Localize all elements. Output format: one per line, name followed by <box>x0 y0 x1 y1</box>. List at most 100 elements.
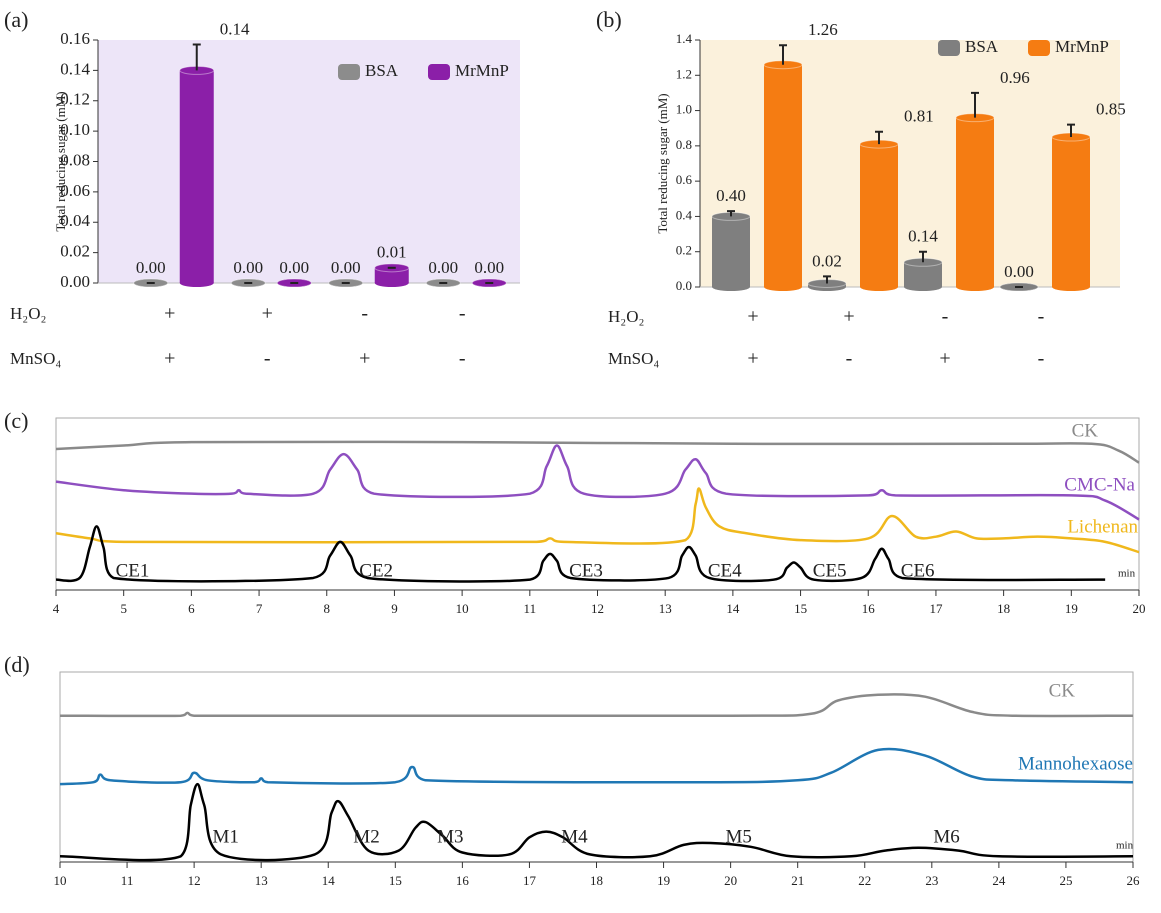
bar <box>904 262 942 287</box>
y-tick-label: 0.12 <box>60 90 90 109</box>
y-tick-label: 1.2 <box>676 66 692 81</box>
x-tick-label: 17 <box>523 873 537 888</box>
trace <box>55 525 1106 583</box>
bar <box>764 64 802 287</box>
value-label: 0.00 <box>428 258 458 277</box>
condition-sign: - <box>846 348 853 370</box>
value-label: 0.00 <box>331 258 361 277</box>
x-tick-label: 13 <box>659 601 672 616</box>
x-tick-label: 11 <box>524 601 537 616</box>
x-tick-label: 14 <box>726 601 740 616</box>
trace <box>55 444 1140 521</box>
condition-sign: + <box>262 303 273 325</box>
x-tick-label: 10 <box>456 601 469 616</box>
y-tick-label: 0.10 <box>60 120 90 139</box>
condition-sign: - <box>361 303 368 325</box>
y-tick-label: 0.00 <box>60 272 90 291</box>
error-bar <box>1067 123 1075 138</box>
value-label: 0.01 <box>377 243 407 262</box>
legend-label: BSA <box>965 37 999 56</box>
x-unit-label: min <box>1118 568 1136 580</box>
peak-label: M2 <box>353 826 379 847</box>
condition-sign: + <box>164 303 175 325</box>
x-tick-label: 5 <box>120 601 127 616</box>
peak-label: CE1 <box>116 560 150 581</box>
y-tick-label: 0.6 <box>676 172 693 187</box>
condition-label: H₂O₂ <box>608 307 644 326</box>
peak-label: CE2 <box>359 560 393 581</box>
peak-label: CE3 <box>569 560 603 581</box>
x-tick-label: 13 <box>255 873 268 888</box>
x-tick-label: 17 <box>929 601 943 616</box>
x-tick-label: 15 <box>389 873 402 888</box>
value-label: 0.85 <box>1096 100 1126 119</box>
peak-label: CE6 <box>901 560 935 581</box>
condition-sign: - <box>264 348 271 370</box>
value-label: 0.00 <box>1004 262 1034 281</box>
trace-label: Mannohexaose <box>1018 753 1133 774</box>
x-tick-label: 20 <box>724 873 737 888</box>
y-tick-label: 0.08 <box>60 150 90 169</box>
value-label: 0.00 <box>136 258 166 277</box>
condition-sign: - <box>459 303 466 325</box>
x-tick-label: 23 <box>925 873 938 888</box>
value-label: 0.81 <box>904 107 934 126</box>
panel-label: (a) <box>4 7 28 32</box>
y-tick-label: 0.2 <box>676 243 692 258</box>
y-tick-label: 0.0 <box>676 278 692 293</box>
legend-swatch <box>428 64 450 80</box>
peak-label: M3 <box>437 826 463 847</box>
value-label: 0.00 <box>474 258 504 277</box>
legend-swatch <box>938 40 960 56</box>
condition-sign: - <box>942 306 949 328</box>
condition-sign: + <box>939 348 950 370</box>
value-label: 0.96 <box>1000 68 1030 87</box>
x-tick-label: 19 <box>657 873 670 888</box>
x-unit-label: min <box>1116 840 1134 852</box>
peak-label: M1 <box>212 826 238 847</box>
bar <box>956 117 994 287</box>
trace <box>55 440 1140 464</box>
error-bar <box>875 130 883 145</box>
plot-frame <box>55 417 1140 590</box>
x-tick-label: 18 <box>997 601 1010 616</box>
x-tick-label: 24 <box>992 873 1006 888</box>
y-axis-title: Total reducing sugar (mM) <box>655 93 670 233</box>
x-tick-label: 10 <box>54 873 67 888</box>
y-tick-label: 0.02 <box>60 242 90 261</box>
x-tick-label: 8 <box>324 601 331 616</box>
value-label: 0.02 <box>812 251 842 270</box>
x-tick-label: 16 <box>456 873 470 888</box>
x-tick-label: 11 <box>121 873 134 888</box>
peak-label: M4 <box>561 826 588 847</box>
x-tick-label: 18 <box>590 873 603 888</box>
x-tick-label: 19 <box>1065 601 1078 616</box>
peak-label: M5 <box>726 826 752 847</box>
value-label: 0.00 <box>279 258 309 277</box>
legend-swatch <box>1028 40 1050 56</box>
condition-sign: - <box>1038 348 1045 370</box>
value-label: 0.14 <box>220 19 250 38</box>
value-label: 0.14 <box>908 227 938 246</box>
x-tick-label: 20 <box>1133 601 1146 616</box>
x-tick-label: 25 <box>1059 873 1072 888</box>
trace <box>59 747 1134 786</box>
condition-sign: + <box>747 306 758 328</box>
condition-label: H₂O₂ <box>10 304 46 323</box>
condition-label: MnSO₄ <box>10 349 61 368</box>
value-label: 0.40 <box>716 186 746 205</box>
value-label: 0.00 <box>233 258 263 277</box>
y-tick-label: 0.8 <box>676 137 692 152</box>
plot-frame <box>59 671 1134 862</box>
panel-label: (c) <box>4 408 28 433</box>
trace-label: CK <box>1072 420 1099 441</box>
peak-label: CE4 <box>708 560 742 581</box>
panel-label: (d) <box>4 652 30 677</box>
trace <box>59 782 1134 862</box>
y-tick-label: 0.06 <box>60 181 90 200</box>
x-tick-label: 14 <box>322 873 336 888</box>
trace-label: CK <box>1049 680 1076 701</box>
bar <box>860 144 898 287</box>
value-label: 1.26 <box>808 20 838 39</box>
